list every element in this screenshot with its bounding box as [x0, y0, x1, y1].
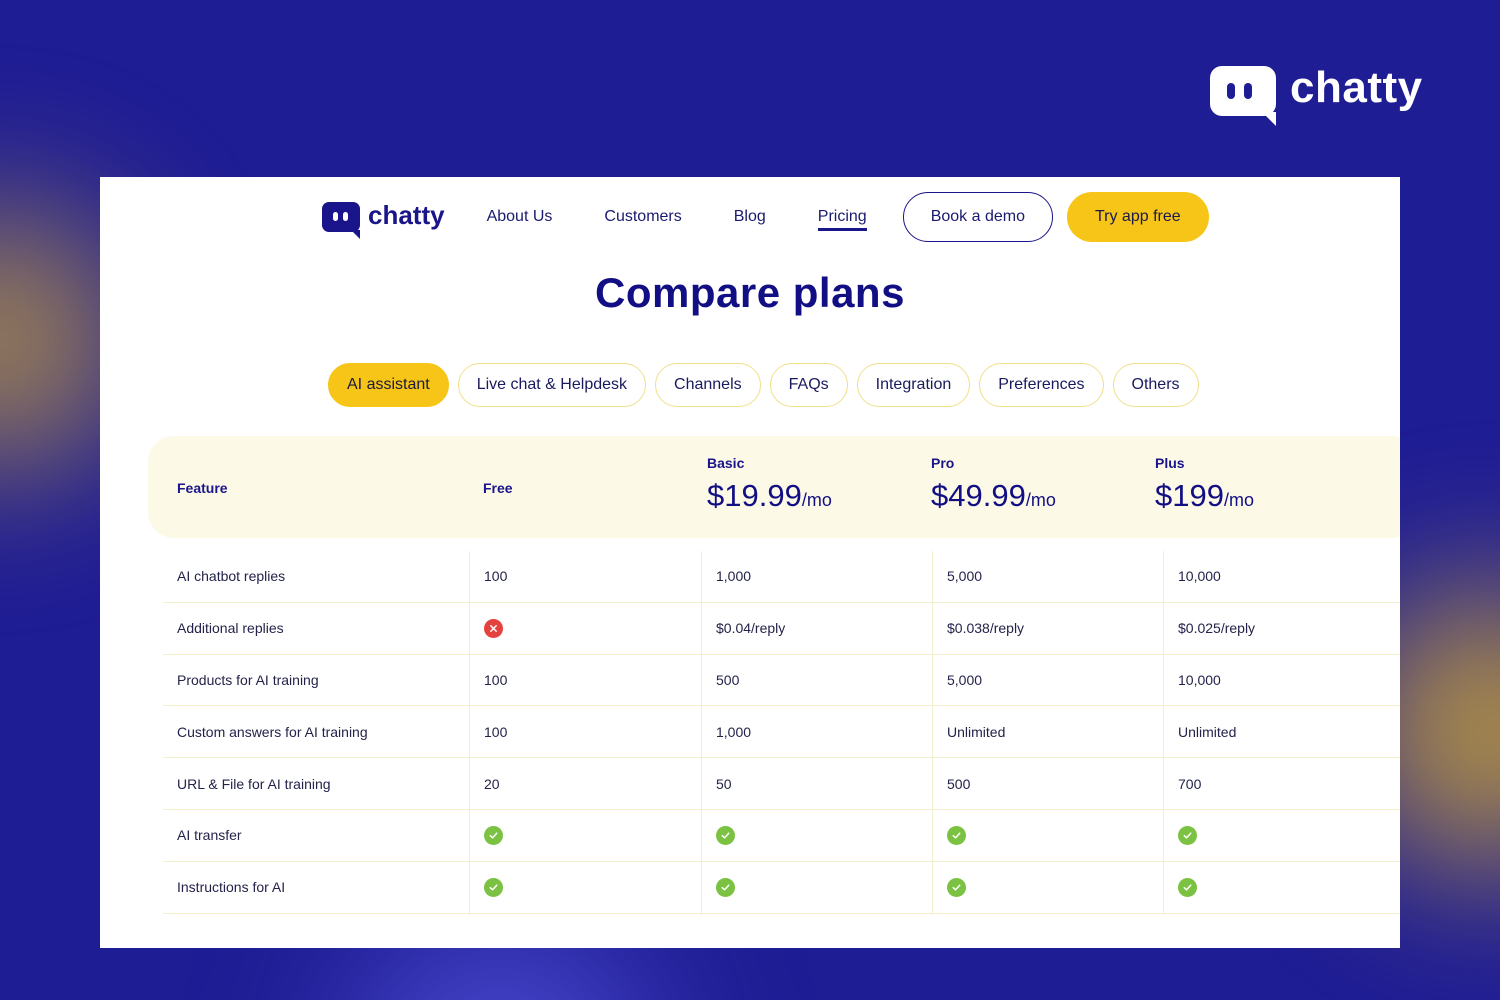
- check-icon: [1178, 825, 1197, 845]
- plan-value: 20: [484, 775, 500, 792]
- plan-value-cell: [1178, 810, 1197, 861]
- book-demo-button[interactable]: Book a demo: [902, 192, 1053, 242]
- column-divider: [469, 551, 470, 915]
- feature-name: AI chatbot replies: [177, 568, 286, 585]
- tab-faqs[interactable]: FAQs: [769, 363, 848, 407]
- column-divider: [1163, 551, 1164, 915]
- column-header-basic: Basic: [707, 455, 745, 471]
- chat-bubble-logo-icon: [322, 202, 360, 239]
- plan-value: Unlimited: [1178, 723, 1237, 740]
- corner-brand-name: chatty: [1290, 63, 1423, 112]
- column-divider: [701, 551, 702, 915]
- price-plus: $199/mo: [1155, 478, 1254, 514]
- feature-name: AI transfer: [177, 827, 242, 844]
- plan-value: 700: [1178, 775, 1202, 792]
- plan-value: 5,000: [947, 568, 983, 585]
- nav-logo[interactable]: chatty: [322, 199, 445, 239]
- plan-value: 500: [716, 671, 740, 688]
- price-pro: $49.99/mo: [931, 478, 1056, 514]
- column-header-plus: Plus: [1155, 455, 1185, 471]
- plan-value: 100: [484, 723, 508, 740]
- price-period: /mo: [801, 490, 832, 510]
- plan-value: $0.025/reply: [1178, 620, 1256, 637]
- plan-value-cell: [484, 862, 503, 913]
- feature-name: Products for AI training: [177, 671, 319, 688]
- nav-link-customers[interactable]: Customers: [604, 208, 682, 225]
- try-app-free-button[interactable]: Try app free: [1066, 192, 1209, 242]
- chat-bubble-logo-icon: [1210, 66, 1276, 126]
- plan-value-cell: [1178, 862, 1197, 913]
- table-row: Instructions for AI: [163, 862, 1400, 914]
- feature-name: Custom answers for AI training: [177, 723, 368, 740]
- plan-value: $0.038/reply: [947, 620, 1025, 637]
- check-icon: [484, 877, 503, 897]
- page-title: Compare plans: [595, 269, 905, 316]
- price-amount: $199: [1155, 478, 1224, 513]
- nav-link-pricing[interactable]: Pricing: [817, 208, 867, 231]
- check-icon: [947, 825, 966, 845]
- table-row: AI chatbot replies 100 1,000 5,000 10,000: [163, 551, 1400, 603]
- price-period: /mo: [1025, 490, 1056, 510]
- column-header-feature: Feature: [177, 480, 228, 496]
- pricing-page-card: chatty About Us Customers Blog Pricing B…: [100, 177, 1400, 948]
- plan-value: 1,000: [716, 723, 752, 740]
- check-icon: [1178, 877, 1197, 897]
- table-row: AI transfer: [163, 810, 1400, 862]
- tab-ai-assistant[interactable]: AI assistant: [328, 363, 449, 407]
- table-header: Feature Free Basic $19.99/mo Pro $49.99/…: [148, 436, 1400, 538]
- check-icon: [947, 877, 966, 897]
- plan-value: 10,000: [1178, 671, 1221, 688]
- comparison-table-body: AI chatbot replies 100 1,000 5,000 10,000 Add…: [163, 551, 1400, 914]
- tab-preferences[interactable]: Preferences: [979, 363, 1104, 407]
- price-amount: $19.99: [707, 478, 802, 513]
- price-amount: $49.99: [931, 478, 1026, 513]
- plan-value-cell: [716, 862, 735, 913]
- price-period: /mo: [1223, 490, 1254, 510]
- plan-value-cell: [716, 810, 735, 861]
- plan-value-cell: [947, 862, 966, 913]
- feature-name: Additional replies: [177, 620, 284, 637]
- plan-value: 500: [947, 775, 971, 792]
- feature-name: URL & File for AI training: [177, 775, 331, 792]
- nav-brand-name: chatty: [368, 199, 445, 230]
- column-divider: [932, 551, 933, 915]
- corner-brand-logo: chatty: [1210, 63, 1423, 126]
- feature-name: Instructions for AI: [177, 879, 286, 896]
- table-row: URL & File for AI training 20 50 500 700: [163, 758, 1400, 810]
- tab-live-chat-helpdesk[interactable]: Live chat & Helpdesk: [457, 363, 647, 407]
- plan-value-cell: [484, 810, 503, 861]
- plan-value: 100: [484, 568, 508, 585]
- top-nav: chatty About Us Customers Blog Pricing B…: [322, 192, 1209, 242]
- plan-value: $0.04/reply: [716, 620, 786, 637]
- plan-value-cell: [947, 810, 966, 861]
- nav-link-about-us[interactable]: About Us: [486, 208, 553, 225]
- table-row: Custom answers for AI training 100 1,000 Un…: [163, 706, 1400, 759]
- column-header-free: Free: [483, 480, 513, 496]
- plan-value-cell: [484, 603, 503, 654]
- check-icon: [716, 825, 735, 845]
- plan-value: 5,000: [947, 671, 983, 688]
- tab-integration[interactable]: Integration: [856, 363, 971, 407]
- tab-others[interactable]: Others: [1112, 363, 1199, 407]
- check-icon: [484, 825, 503, 845]
- plan-value: 50: [716, 775, 732, 792]
- feature-category-tabs: AI assistant Live chat & Helpdesk Channe…: [328, 363, 1199, 407]
- plan-value: 1,000: [716, 568, 752, 585]
- check-icon: [716, 877, 735, 897]
- table-row: Products for AI training 100 500 5,000 10,00…: [163, 655, 1400, 707]
- column-header-pro: Pro: [931, 455, 955, 471]
- plan-value: Unlimited: [947, 723, 1006, 740]
- nav-link-blog[interactable]: Blog: [733, 208, 766, 225]
- table-row: Additional replies $0.04/reply $0.038/repl…: [163, 603, 1400, 655]
- tab-channels[interactable]: Channels: [655, 363, 761, 407]
- x-icon: [484, 618, 503, 638]
- price-basic: $19.99/mo: [707, 478, 832, 514]
- plan-value: 10,000: [1178, 568, 1221, 585]
- plan-value: 100: [484, 671, 508, 688]
